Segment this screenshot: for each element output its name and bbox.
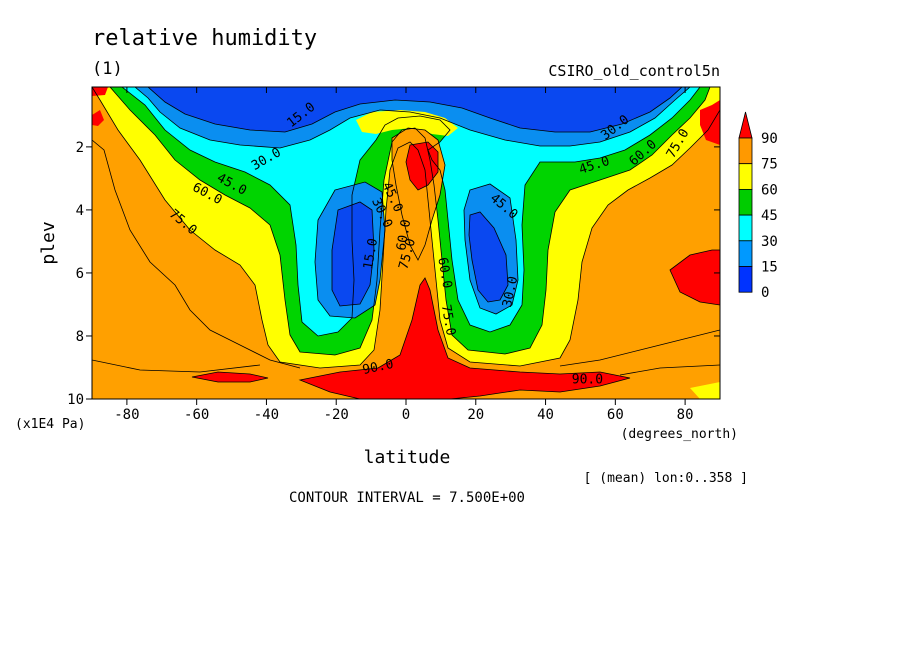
legend-swatch <box>738 163 753 190</box>
x-tick-label: -20 <box>324 407 349 423</box>
legend-level-label: 45 <box>761 208 778 224</box>
averaging-note: [ (mean) lon:0..358 ] <box>584 471 748 486</box>
legend-level-label: 75 <box>761 157 778 173</box>
fill-lt15-nh-core <box>469 212 508 302</box>
y-tick-label: 8 <box>76 329 84 345</box>
contour-label: 15.0 <box>361 237 381 270</box>
fill-gt90-surface-sh <box>192 372 268 382</box>
x-axis-title: latitude <box>364 447 451 468</box>
x-axis: -80 -60 -40 -20 0 20 40 60 80 <box>114 87 694 423</box>
y-tick-label: 6 <box>76 266 84 282</box>
x-tick-label: 40 <box>537 407 554 423</box>
legend-swatch <box>738 240 753 267</box>
legend-level-label: 0 <box>761 285 769 301</box>
fill-gt90-sh-upper <box>92 110 104 126</box>
y-axis: 2 4 6 8 10 <box>67 140 720 408</box>
plot-area: 15.030.045.060.075.030.045.0 60.0 75.015.0… <box>92 87 720 399</box>
contour-label: 60.0 <box>434 256 454 289</box>
fill-lt15-top <box>148 87 682 132</box>
y-tick-label: 2 <box>76 140 84 156</box>
chart-subtitle: (1) <box>92 59 123 79</box>
fill-30-45 <box>122 87 700 336</box>
legend-level-label: 30 <box>761 234 778 250</box>
contour-interval-note: CONTOUR INTERVAL = 7.500E+00 <box>289 490 525 506</box>
y-tick-label: 10 <box>67 392 84 408</box>
chart-title: relative humidity <box>92 26 317 51</box>
y-tick-label: 4 <box>76 203 84 219</box>
y-axis-title: plev <box>38 221 59 264</box>
fill-60-75-nh-surface <box>690 382 720 399</box>
fill-gt90-nh-upper <box>700 100 720 145</box>
fill-gt90-surface-equator <box>300 278 630 399</box>
legend-level-label: 90 <box>761 131 778 147</box>
legend-swatch-above-90 <box>738 111 753 139</box>
x-tick-label: 20 <box>467 407 484 423</box>
legend-swatch <box>738 188 753 216</box>
x-units-label: (degrees_north) <box>621 427 738 442</box>
contour-label: 75.0 <box>438 303 458 336</box>
legend-swatch <box>738 137 753 165</box>
x-tick-label: 60 <box>607 407 624 423</box>
x-tick-label: 80 <box>677 407 694 423</box>
legend-swatch <box>738 214 753 242</box>
contour-lines <box>92 87 720 399</box>
legend-level-label: 15 <box>761 260 778 276</box>
x-tick-label: -60 <box>184 407 209 423</box>
contour-label: 90.0 <box>361 357 395 378</box>
x-tick-label: 0 <box>402 407 410 423</box>
contour-label: 60.0 <box>394 218 414 251</box>
contour-label: 90.0 <box>572 373 603 388</box>
contour-label: 30.0 <box>500 275 521 309</box>
x-tick-label: -40 <box>254 407 279 423</box>
y-units-label: (x1E4 Pa) <box>15 417 85 432</box>
fill-gt90-nh-mid <box>670 250 720 305</box>
legend-swatch <box>738 266 753 293</box>
dataset-label: CSIRO_old_control5n <box>548 62 720 80</box>
color-legend: 90 75 60 45 30 15 0 <box>738 111 778 301</box>
x-tick-label: -80 <box>114 407 139 423</box>
legend-level-label: 60 <box>761 182 778 198</box>
